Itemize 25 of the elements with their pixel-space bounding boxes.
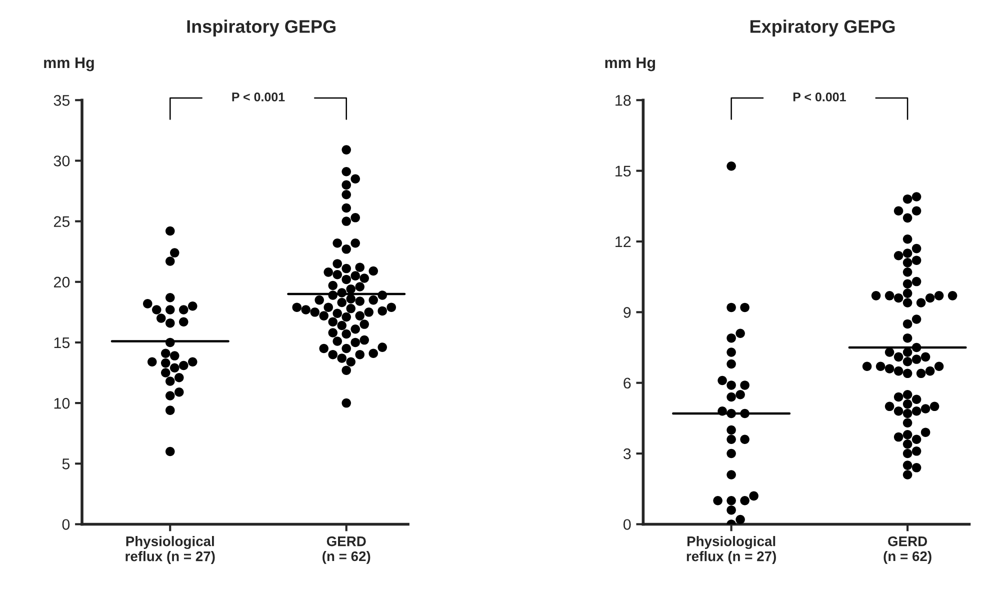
chart-title: Inspiratory GEPG	[187, 20, 336, 36]
y-tick-label: 18	[616, 95, 631, 106]
y-tick-label: 6	[624, 378, 631, 389]
y-tick-label: 3	[623, 448, 631, 460]
y-axis-title: mm Hg	[605, 57, 656, 72]
y-tick-label: 0	[62, 519, 70, 530]
x-tick-label: Physiological reflux (n = 27)	[126, 536, 215, 564]
x-tick-label: Physiological reflux (n = 27)	[686, 536, 776, 564]
x-tick-label: GERD (n = 62)	[884, 536, 932, 564]
y-tick-label: 15	[616, 166, 631, 176]
y-tick-label: 30	[54, 156, 70, 166]
y-tick-label: 35	[54, 95, 70, 106]
y-tick-label: 5	[62, 458, 70, 470]
y-tick-label: 25	[54, 216, 70, 227]
y-tick-label: 15	[54, 337, 70, 348]
y-tick-label: 9	[624, 307, 631, 318]
x-tick-label: GERD (n = 62)	[322, 536, 370, 564]
y-axis-title: mm Hg	[44, 57, 94, 72]
annotation: P < 0.001	[232, 92, 285, 102]
y-tick-label: 20	[54, 276, 70, 288]
y-tick-label: 0	[623, 519, 631, 530]
y-tick-label: 12	[616, 236, 631, 248]
y-tick-label: 10	[54, 398, 70, 409]
annotation: P < 0.001	[793, 92, 846, 102]
chart-title: Expiratory GEPG	[750, 20, 895, 36]
